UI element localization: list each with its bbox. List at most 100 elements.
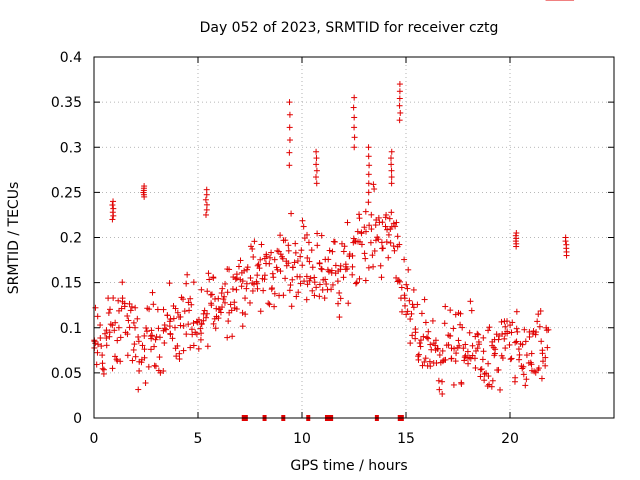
data-point <box>507 356 514 363</box>
data-point <box>135 338 142 345</box>
data-point <box>466 329 473 336</box>
data-point <box>513 338 520 345</box>
data-point <box>114 337 121 344</box>
data-point <box>353 279 360 286</box>
data-point <box>285 242 292 249</box>
data-point <box>365 180 372 187</box>
data-point <box>379 219 386 226</box>
data-point <box>519 341 526 348</box>
data-point <box>422 319 429 326</box>
data-point <box>152 336 159 343</box>
data-point <box>523 352 530 359</box>
data-point <box>117 358 124 365</box>
data-point <box>349 271 356 278</box>
data-point <box>128 303 135 310</box>
data-point <box>388 167 395 174</box>
data-point <box>254 285 261 292</box>
data-point <box>350 104 357 111</box>
data-point <box>425 335 432 342</box>
data-point <box>148 327 155 334</box>
data-point <box>363 228 370 235</box>
data-point <box>349 252 356 259</box>
data-point <box>156 354 163 361</box>
data-point <box>377 262 384 269</box>
data-point <box>445 341 452 348</box>
data-point <box>311 274 318 281</box>
data-point <box>404 285 411 292</box>
data-point <box>227 301 234 308</box>
data-point <box>293 293 300 300</box>
data-point <box>204 288 211 295</box>
data-point <box>280 292 287 299</box>
data-point <box>342 261 349 268</box>
data-point <box>313 161 320 168</box>
y-tick-labels: 0 0.05 0.1 0.15 0.2 0.25 0.3 0.35 0.4 <box>51 50 82 427</box>
data-point <box>495 336 502 343</box>
data-point <box>412 329 419 336</box>
data-points <box>91 0 575 397</box>
data-point <box>135 386 142 393</box>
data-point <box>467 298 474 305</box>
data-point <box>226 266 233 273</box>
data-point <box>439 390 446 397</box>
data-point <box>243 280 250 287</box>
data-point <box>141 332 148 339</box>
y-tick-label: 0 <box>73 411 82 427</box>
data-point <box>110 198 117 205</box>
data-point <box>160 368 167 375</box>
data-point <box>287 282 294 289</box>
data-point <box>277 232 284 239</box>
data-point <box>492 346 499 353</box>
data-point <box>239 323 246 330</box>
data-point <box>92 340 99 347</box>
data-point <box>130 346 137 353</box>
data-point <box>99 365 106 372</box>
data-point <box>110 205 117 212</box>
data-point <box>351 124 358 131</box>
data-point <box>485 360 492 367</box>
data-point <box>244 264 251 271</box>
data-point <box>316 260 323 267</box>
data-point <box>237 257 244 264</box>
data-point <box>201 307 208 314</box>
data-point <box>148 346 155 353</box>
y-tick-label: 0.3 <box>60 140 82 156</box>
data-point <box>205 270 212 277</box>
data-point <box>270 274 277 281</box>
data-point <box>479 356 486 363</box>
data-point <box>386 215 393 222</box>
data-point <box>99 360 106 367</box>
data-point <box>180 322 187 329</box>
data-point <box>235 263 242 270</box>
data-point <box>349 263 356 270</box>
data-point <box>314 242 321 249</box>
y-tick-label: 0.4 <box>60 50 82 66</box>
data-point <box>286 287 293 294</box>
data-point <box>124 352 131 359</box>
data-point <box>136 367 143 374</box>
data-point <box>222 280 229 287</box>
data-point <box>203 206 210 213</box>
data-point <box>452 358 459 365</box>
data-point <box>309 264 316 271</box>
data-point <box>311 292 318 299</box>
data-point <box>231 299 238 306</box>
data-point <box>398 284 405 291</box>
data-point <box>286 149 293 156</box>
data-point <box>410 304 417 311</box>
data-point <box>266 301 273 308</box>
data-point <box>115 297 122 304</box>
data-point <box>288 210 295 217</box>
data-point <box>516 351 523 358</box>
data-point <box>143 328 150 335</box>
data-point <box>147 333 154 340</box>
data-point <box>243 285 250 292</box>
data-point <box>150 301 157 308</box>
data-point <box>418 310 425 317</box>
data-point <box>238 283 245 290</box>
data-point <box>506 341 513 348</box>
data-point <box>462 341 469 348</box>
data-point <box>446 333 453 340</box>
data-point <box>242 311 249 318</box>
data-point <box>126 324 133 331</box>
